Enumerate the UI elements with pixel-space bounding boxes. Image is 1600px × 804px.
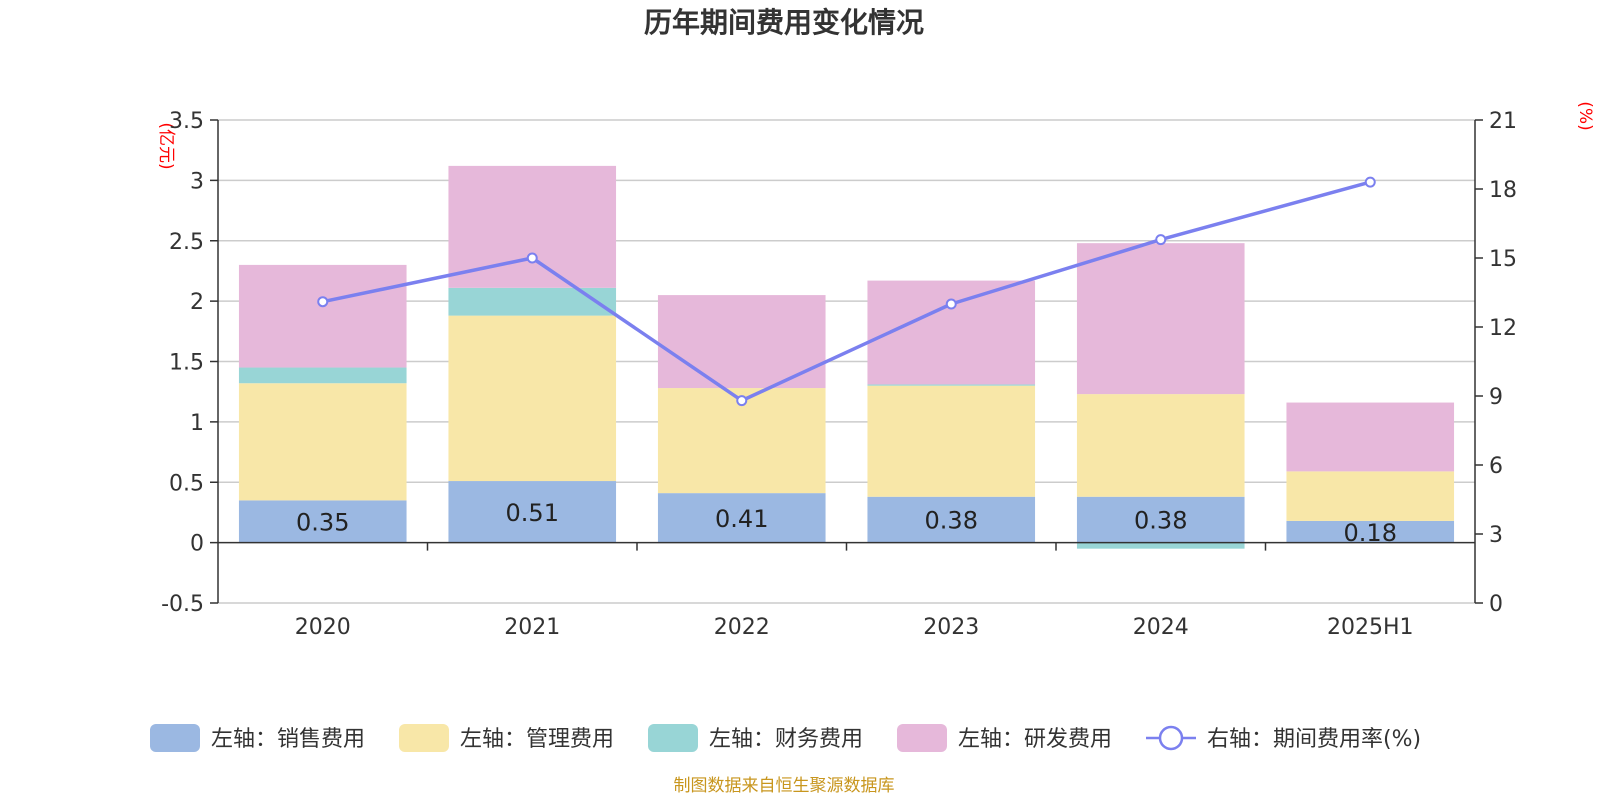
bar-segment: [1286, 471, 1455, 521]
legend: 左轴：销售费用 左轴：管理费用 左轴：财务费用 左轴：研发费用 右轴：期间费用率(%): [150, 724, 1421, 752]
right-axis-tick-label: 6: [1489, 454, 1503, 479]
bar-segment: [448, 481, 617, 543]
bar-segment: [238, 383, 407, 501]
bar-segment: [448, 287, 617, 316]
rate-point: [945, 298, 957, 310]
left-axis-unit: (亿元): [156, 122, 176, 169]
x-axis-tick-label: 2020: [295, 615, 351, 640]
left-axis-tick-label: 1: [190, 411, 204, 436]
legend-marker: [1158, 725, 1184, 751]
bar-data-label: 0.38: [1134, 507, 1187, 535]
x-axis-tick-label: 2021: [504, 615, 560, 640]
labels-layer: 0.35 0.51 0.41 0.38 0.38 0.18: [296, 499, 1397, 547]
bar-segment: [1076, 394, 1245, 497]
bar-data-label: 0.38: [925, 507, 978, 535]
left-axis-tick-label: -0.5: [161, 592, 204, 617]
bar-segment: [1076, 542, 1245, 549]
rate-line: [322, 180, 1371, 403]
legend-swatch: [150, 724, 200, 752]
right-axis-tick-label: 0: [1489, 592, 1503, 617]
legend-label: 右轴：期间费用率(%): [1207, 727, 1421, 752]
right-axis-tick-label: 21: [1489, 109, 1517, 134]
bar-segment: [1076, 496, 1245, 543]
bars-layer: [238, 165, 1455, 549]
x-axis-tick-label: 2025H1: [1327, 615, 1414, 640]
left-axis-tick-label: 3: [190, 169, 204, 194]
left-axis-tick-label: 2: [190, 290, 204, 315]
x-axis-tick-label: 2023: [923, 615, 979, 640]
x-axis-tick-label: 2024: [1133, 615, 1189, 640]
legend-label: 左轴：销售费用: [211, 727, 365, 752]
left-axis-tick-label: 0: [190, 532, 204, 557]
right-axis-tick-label: 3: [1489, 523, 1503, 548]
legend-swatch: [648, 724, 698, 752]
bar-segment: [1286, 520, 1455, 543]
legend-item: 左轴：财务费用: [648, 724, 863, 752]
right-axis-tick-label: 12: [1489, 316, 1517, 341]
chart-title: 历年期间费用变化情况: [644, 6, 924, 39]
bar-segment: [867, 280, 1036, 385]
left-axis-tick-label: 3.5: [169, 109, 204, 134]
legend-label: 左轴：研发费用: [958, 727, 1112, 752]
bar-segment: [657, 295, 826, 389]
bar-segment: [657, 493, 826, 543]
bar-segment: [448, 315, 617, 482]
rate-point: [317, 296, 329, 308]
grid-layer: [218, 119, 1475, 604]
legend-item: 左轴：销售费用: [150, 724, 365, 752]
line-layer: [317, 176, 1376, 407]
bar-data-label: 0.51: [506, 499, 559, 527]
legend-item: 左轴：管理费用: [399, 724, 614, 752]
bar-segment: [867, 496, 1036, 543]
bar-data-label: 0.35: [296, 508, 349, 536]
legend-label: 左轴：管理费用: [460, 727, 614, 752]
left-axis-tick-label: 0.5: [169, 471, 204, 496]
left-axis-tick-label: 2.5: [169, 230, 204, 255]
right-axis-tick-label: 15: [1489, 247, 1517, 272]
bar-segment: [448, 165, 617, 288]
bar-data-label: 0.18: [1344, 519, 1397, 547]
legend-label: 左轴：财务费用: [709, 727, 863, 752]
rate-point: [1155, 234, 1167, 246]
bar-segment: [238, 500, 407, 543]
bar-segment: [867, 384, 1036, 386]
bar-segment: [238, 367, 407, 384]
bar-segment: [1286, 402, 1455, 472]
source-note: 制图数据来自恒生聚源数据库: [674, 776, 895, 796]
right-axis-unit: (%): [1575, 101, 1595, 130]
rate-point: [736, 395, 748, 407]
legend-item: 右轴：期间费用率(%): [1146, 725, 1421, 752]
bar-data-label: 0.41: [715, 505, 768, 533]
right-axis-tick-label: 18: [1489, 178, 1517, 203]
legend-swatch: [399, 724, 449, 752]
bar-segment: [238, 264, 407, 368]
bar-segment: [867, 385, 1036, 497]
right-axis-tick-label: 9: [1489, 385, 1503, 410]
legend-item: 左轴：研发费用: [897, 724, 1112, 752]
left-axis-tick-label: 1.5: [169, 351, 204, 376]
rate-point: [526, 252, 538, 264]
bar-segment: [1076, 243, 1245, 395]
legend-swatch: [897, 724, 947, 752]
rate-point: [1364, 176, 1376, 188]
x-axis-tick-label: 2022: [714, 615, 770, 640]
